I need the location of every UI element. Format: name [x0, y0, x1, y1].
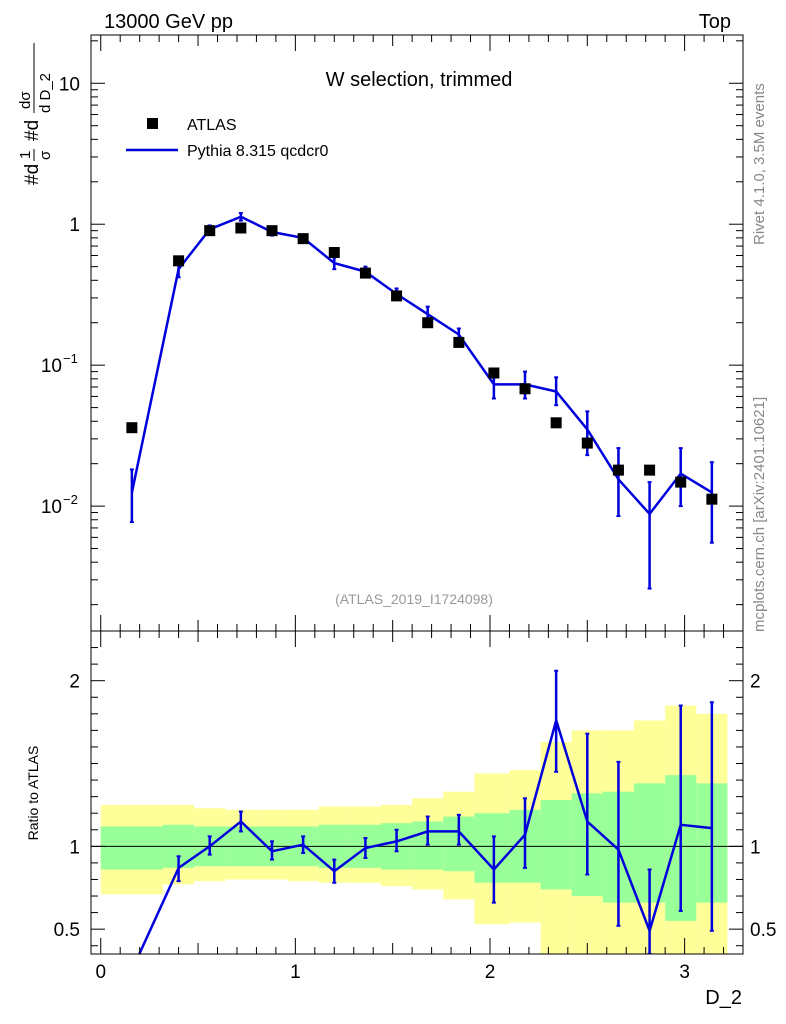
- process-label: Top: [699, 11, 731, 33]
- ratio-y-tick-label-left: 1: [69, 837, 80, 858]
- rivet-label: Rivet 4.1.0, 3.5M events: [751, 83, 768, 245]
- data-point: [266, 225, 278, 237]
- data-point: [391, 290, 403, 302]
- main-y-tick-label-base: 10: [41, 356, 62, 377]
- ratio-frame: [90, 630, 744, 955]
- uncertainty-band-inner: [540, 799, 572, 890]
- ratio-panel: 0.5 0.5 1 1 2 2 0 1 2 3 Ratio to ATLAS D_2: [25, 630, 776, 1009]
- uncertainty-band-inner: [100, 826, 164, 870]
- svg-text:1: 1: [17, 151, 34, 159]
- data-point: [519, 383, 531, 395]
- main-y-tick-label-exp: −1: [63, 351, 78, 366]
- legend-data-marker: [147, 118, 158, 129]
- x-tick-label: 1: [290, 962, 301, 983]
- data-point: [488, 367, 500, 379]
- x-axis-label: D_2: [705, 987, 742, 1009]
- data-point: [173, 255, 185, 267]
- data-point: [706, 493, 718, 505]
- ratio-series: [137, 669, 714, 954]
- ratio-y-tick-label-left: 2: [69, 672, 80, 693]
- main-y-tick-label: 10 −1: [41, 351, 78, 377]
- data-point: [612, 464, 624, 476]
- data-point: [235, 222, 247, 234]
- data-point: [297, 233, 309, 245]
- ratio-y-tick-label-right: 0.5: [750, 920, 776, 941]
- legend-mc-label: Pythia 8.315 qcdcr0: [187, 143, 329, 160]
- data-point: [422, 317, 434, 329]
- energy-label: 13000 GeV pp: [104, 11, 233, 33]
- data-point: [126, 422, 138, 434]
- analysis-label: (ATLAS_2019_I1724098): [335, 591, 493, 607]
- main-y-axis-label: #d 1 σ #d dσ d D_2: [17, 43, 54, 185]
- ratio-y-tick-label-right: 2: [750, 672, 761, 693]
- legend: ATLAS Pythia 8.315 qcdcr0: [126, 117, 329, 160]
- main-y-tick-label-base: 10: [41, 497, 62, 518]
- main-y-tick-label: 1: [69, 215, 80, 236]
- data-point: [644, 464, 656, 476]
- data-point: [550, 417, 562, 429]
- svg-text:σ: σ: [37, 150, 54, 160]
- legend-data-label: ATLAS: [187, 117, 237, 134]
- main-y-tick-label-exp: −2: [63, 492, 78, 507]
- ratio-y-tick-label-right: 1: [750, 837, 761, 858]
- data-point: [204, 225, 216, 237]
- mcplots-label: mcplots.cern.ch [arXiv:2401.10621]: [751, 397, 768, 632]
- x-tick-label: 3: [679, 962, 690, 983]
- svg-text:#d: #d: [22, 164, 43, 185]
- data-point: [581, 437, 593, 449]
- mc-line: [130, 215, 713, 516]
- x-tick-label: 0: [95, 962, 106, 983]
- data-point: [453, 336, 465, 348]
- chart-title: W selection, trimmed: [326, 69, 513, 91]
- svg-text:#d: #d: [22, 120, 43, 141]
- data-point: [359, 267, 371, 279]
- main-y-tick-label: 10: [59, 74, 80, 95]
- x-tick-label: 2: [485, 962, 496, 983]
- main-y-tick-label: 10 −2: [41, 492, 78, 518]
- svg-text:d D_2: d D_2: [37, 73, 54, 113]
- data-point: [675, 476, 687, 488]
- data-point: [328, 246, 340, 258]
- uncertainty-band-inner: [474, 813, 510, 883]
- ratio-y-tick-label-left: 0.5: [54, 920, 80, 941]
- ratio-y-axis-label: Ratio to ATLAS: [25, 746, 41, 841]
- svg-text:dσ: dσ: [17, 91, 34, 109]
